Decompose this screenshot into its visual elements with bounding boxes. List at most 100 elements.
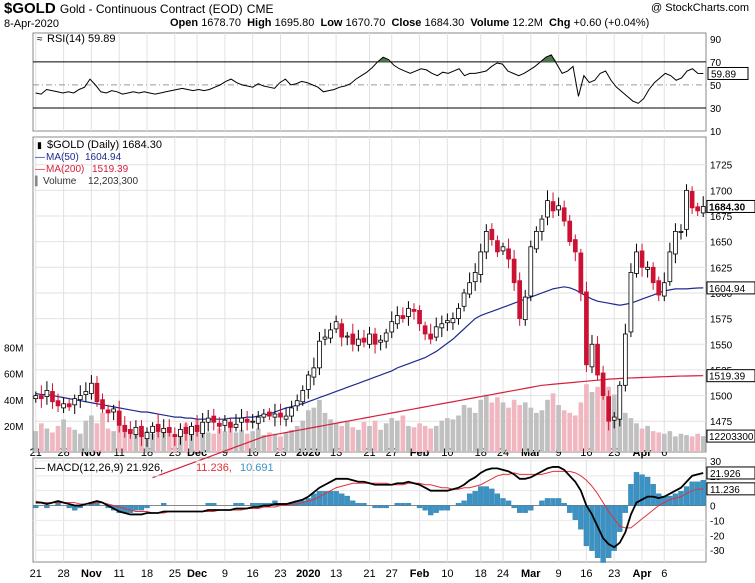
volume-bar (489, 402, 495, 452)
candle-body (278, 412, 283, 418)
volume-bar (634, 423, 639, 452)
volume-bar (539, 410, 545, 452)
candle-body (205, 417, 211, 423)
macd-y-tick: -10 (710, 516, 725, 527)
candle-body (61, 403, 66, 409)
candle-body (283, 415, 289, 420)
symbol: $GOLD (4, 0, 56, 17)
volume-bar (322, 412, 328, 452)
volume-bar (383, 423, 389, 452)
exchange: CME (246, 2, 274, 16)
candle-body (172, 434, 178, 438)
candle-body (461, 292, 467, 307)
ma200-legend-swatch: — (35, 164, 45, 175)
candle-body (150, 425, 155, 433)
x-tick-label-bottom: 16 (580, 568, 592, 580)
candle-body (33, 395, 39, 400)
x-tick-label: 6 (661, 447, 667, 459)
candle-body (534, 230, 539, 250)
candle-body (361, 337, 367, 343)
candle-body (606, 396, 612, 422)
candle-body (400, 315, 406, 320)
volume-bar (517, 405, 523, 452)
candle-body (111, 408, 116, 413)
candle-body (584, 291, 589, 366)
ma200-legend-value: 1519.39 (92, 164, 129, 175)
candle-body (695, 206, 701, 212)
macd-histogram-bar (361, 503, 367, 506)
x-tick-label-bottom: 18 (475, 568, 487, 580)
volume-bar (378, 429, 383, 452)
candle-body (216, 422, 222, 427)
macd-histogram-bar (589, 505, 595, 551)
candle-body (189, 425, 194, 435)
volume-bar (77, 433, 83, 452)
volume-bar (39, 423, 44, 452)
volume-bar (628, 418, 634, 452)
candle-body (339, 323, 345, 338)
volume-bar (116, 418, 122, 452)
volume-bar (661, 433, 667, 452)
candle-body (472, 272, 478, 283)
candle-body (272, 413, 278, 418)
high-value: 1695.80 (274, 17, 315, 29)
macd-histogram-bar (683, 486, 690, 506)
x-tick-label-bottom: Dec (187, 568, 207, 580)
candle-body (406, 307, 411, 317)
macd-legend: MACD(12,26,9) 21.926, (47, 462, 163, 474)
candle-body (194, 424, 200, 432)
macd-histogram-bar (489, 488, 495, 506)
candle-body (634, 251, 639, 274)
x-tick-label: 28 (57, 447, 69, 459)
candle-body (261, 413, 267, 418)
macd-histogram-bar (617, 505, 623, 532)
macd-y-tick: -20 (710, 531, 725, 542)
macd-histogram-bar (327, 491, 334, 506)
volume-bar (105, 428, 111, 452)
candle-body (222, 419, 228, 426)
candle-body (77, 395, 83, 401)
candle-body (467, 282, 472, 295)
open-label: Open (170, 17, 199, 29)
candle-body (428, 333, 434, 340)
volume-y-tick: 20M (4, 422, 23, 433)
volume-bar (267, 432, 272, 452)
macd-histogram-bar (255, 503, 261, 506)
volume-bar (589, 392, 595, 452)
volume-bar (522, 402, 528, 452)
volume-bar (289, 429, 294, 452)
volume-bar (372, 420, 378, 452)
x-tick-label: 10 (441, 447, 453, 459)
candle-body (311, 367, 317, 378)
x-tick-label: 13 (330, 447, 342, 459)
volume-bar (595, 386, 600, 452)
candle-body (255, 416, 261, 424)
candle-body (417, 310, 422, 325)
volume-bar (578, 402, 584, 452)
volume-bar (389, 418, 395, 452)
macd-histogram-bar (700, 479, 706, 506)
candle-body (244, 418, 250, 423)
x-tick-label-bottom: 16 (247, 568, 259, 580)
candle-body (517, 280, 523, 320)
volume-bar (600, 380, 606, 452)
macd-y-tick: -30 (710, 546, 725, 557)
candle-body (44, 390, 50, 397)
macd-histogram-bar (483, 486, 489, 506)
low-label: Low (320, 17, 343, 29)
volume-bar (550, 393, 556, 452)
x-tick-label-bottom: 24 (497, 568, 509, 580)
macd-histogram-bar (161, 503, 167, 506)
ma50-legend: MA(50) (46, 152, 79, 163)
x-tick-label-bottom: 23 (274, 568, 286, 580)
volume-bar (650, 431, 656, 452)
macd-histogram-bar (650, 483, 656, 506)
ma200-value-tag: 1519.39 (709, 372, 746, 383)
rsi-y-tick: 70 (710, 58, 722, 69)
volume-bar (33, 431, 39, 452)
volume-bar (700, 436, 706, 452)
x-tick-label-bottom: 13 (330, 568, 342, 580)
candle-body (617, 384, 623, 420)
volume-bar (472, 412, 478, 452)
ma50-line (35, 286, 704, 420)
